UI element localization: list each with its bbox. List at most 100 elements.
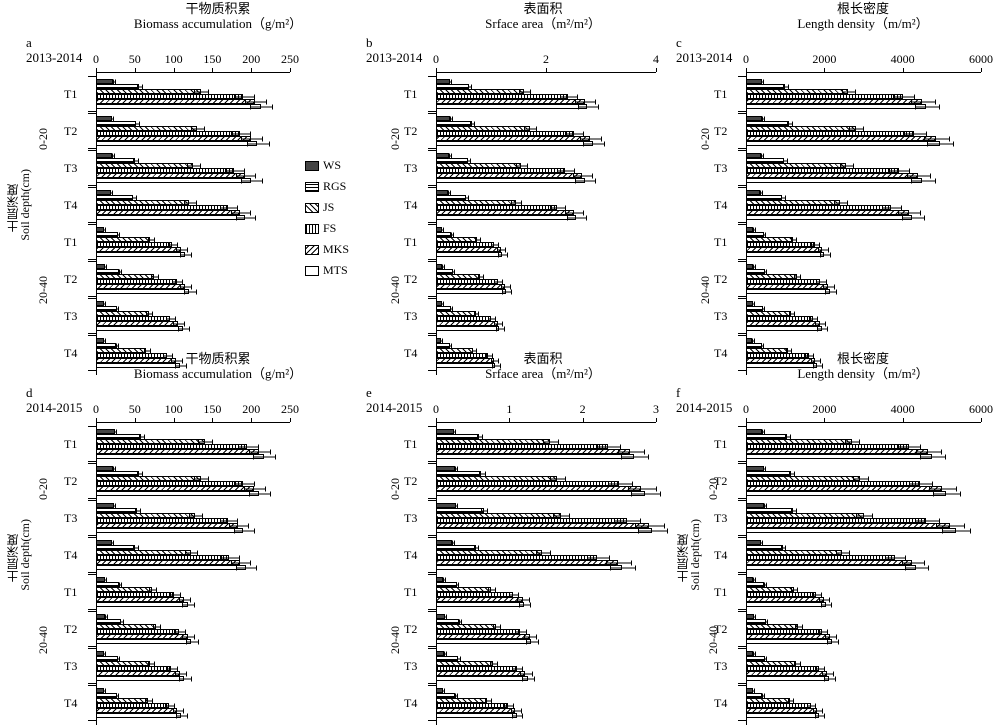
bar-MTS (96, 252, 185, 257)
error-bar (522, 678, 535, 679)
error-bar (444, 653, 447, 654)
error-bar (488, 318, 496, 319)
xtick-label: 0 (726, 402, 766, 417)
error-bar (443, 579, 446, 580)
panel-title-en: Srface area（m²/m²） (416, 367, 670, 382)
treatment-label: T1 (64, 87, 77, 101)
legend-swatch (305, 161, 319, 171)
error-bar (515, 631, 527, 632)
error-bar (621, 456, 649, 457)
error-bar (182, 636, 195, 637)
bar-MTS (436, 326, 499, 331)
error-bar (117, 234, 120, 235)
bar-MTS (96, 639, 191, 644)
error-bar (176, 715, 188, 716)
error-bar (167, 668, 178, 669)
error-bar (253, 456, 276, 457)
treatment-label: T3 (64, 659, 77, 673)
error-bar (175, 673, 187, 674)
legend-label: FS (323, 221, 336, 236)
xtick-label: 2 (526, 52, 566, 67)
error-bar (638, 530, 668, 531)
legend-swatch (305, 245, 319, 255)
error-bar (580, 138, 602, 139)
error-bar (764, 584, 767, 585)
treatment-label: T2 (404, 124, 417, 138)
error-bar (442, 690, 445, 691)
error-bar (481, 510, 488, 511)
bar-MTS (746, 289, 830, 294)
bar-MTS (746, 326, 822, 331)
bar-MTS (436, 178, 585, 183)
error-bar (145, 700, 152, 701)
bar-MTS (96, 713, 181, 718)
legend: WSRGSJSFSMKSMTS (305, 158, 349, 284)
error-bar (823, 286, 835, 287)
yaxis-label-en: Soil depth(cm) (18, 169, 33, 241)
depth-section-label: 20-40 (388, 276, 403, 304)
xtick-label: 0 (726, 52, 766, 67)
error-bar (146, 313, 153, 314)
error-bar (567, 217, 587, 218)
error-bar (811, 244, 821, 245)
bar-MTS (96, 528, 243, 533)
error-bar (791, 239, 798, 240)
error-bar (496, 328, 505, 329)
xtick-label: 200 (231, 52, 271, 67)
error-bar (194, 478, 209, 479)
error-bar (112, 155, 115, 156)
error-bar (236, 217, 257, 218)
error-bar (519, 91, 531, 92)
xtick-label: 150 (192, 402, 232, 417)
xtick-label: 0 (76, 52, 116, 67)
legend-label: JS (323, 200, 334, 215)
bar-MTS (746, 252, 824, 257)
error-bar (114, 431, 117, 432)
panel: 干物质积累Biomass accumulation（g/m²）d2014-201… (0, 350, 360, 708)
error-bar (763, 234, 766, 235)
error-bar (467, 160, 471, 161)
error-bar (151, 276, 159, 277)
error-bar (762, 118, 765, 119)
error-bar (840, 165, 854, 166)
xtick-label: 100 (154, 402, 194, 417)
error-bar (234, 96, 255, 97)
panel-title-cn: 根长密度 (726, 352, 1000, 367)
error-bar (916, 451, 941, 452)
treatment-label: T1 (64, 437, 77, 451)
error-bar (635, 525, 665, 526)
treatment-label: T4 (404, 198, 417, 212)
error-bar (902, 217, 925, 218)
error-bar (441, 229, 444, 230)
error-bar (765, 621, 768, 622)
depth-section-label: 20-40 (36, 626, 51, 654)
treatment-label: T2 (64, 272, 77, 286)
error-bar (761, 155, 764, 156)
error-bar (536, 552, 551, 553)
treatment-label: T3 (714, 659, 727, 673)
error-bar (597, 446, 621, 447)
panel-id-year: f2014-2015 (676, 386, 732, 416)
error-bar (785, 436, 791, 437)
error-bar (184, 202, 197, 203)
error-bar (929, 488, 956, 489)
error-bar (111, 542, 114, 543)
error-bar (764, 271, 767, 272)
bar-MTS (746, 602, 826, 607)
error-bar (752, 340, 755, 341)
error-bar (494, 323, 503, 324)
error-bar (185, 552, 198, 553)
error-bar (807, 705, 816, 706)
yaxis-label-en: Soil depth(cm) (688, 519, 703, 591)
treatment-label: T3 (64, 309, 77, 323)
treatment-label: T4 (714, 198, 727, 212)
bar-MTS (96, 178, 251, 183)
error-bar (587, 557, 610, 558)
error-bar (753, 653, 756, 654)
xtick-label: 150 (192, 52, 232, 67)
error-bar (781, 197, 786, 198)
error-bar (117, 658, 120, 659)
error-bar (764, 505, 767, 506)
bar-MTS (96, 491, 259, 496)
error-bar (148, 663, 156, 664)
